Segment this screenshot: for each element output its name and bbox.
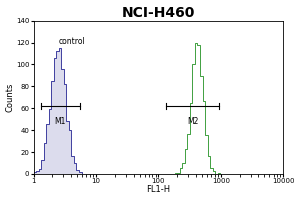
Text: M1: M1 — [55, 117, 66, 126]
Text: M2: M2 — [187, 117, 198, 126]
Text: control: control — [58, 37, 85, 46]
X-axis label: FL1-H: FL1-H — [146, 185, 170, 194]
Y-axis label: Counts: Counts — [6, 83, 15, 112]
Title: NCI-H460: NCI-H460 — [122, 6, 195, 20]
